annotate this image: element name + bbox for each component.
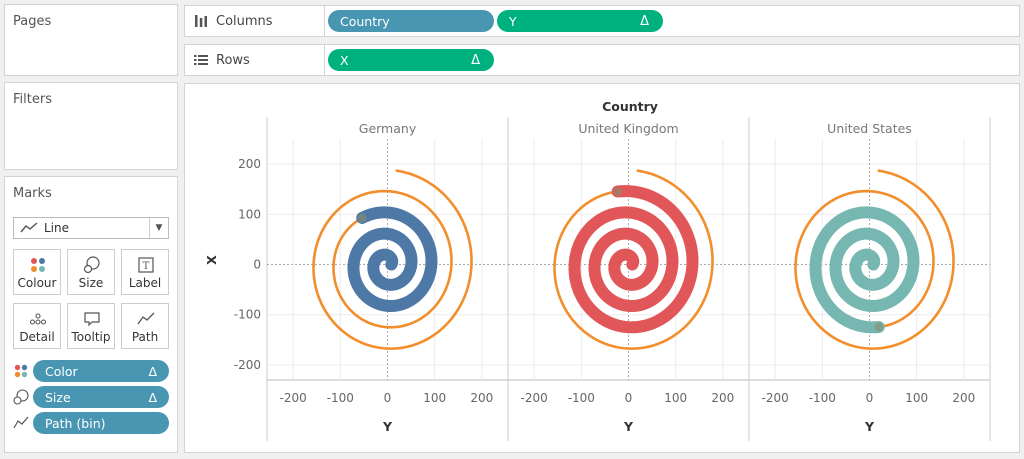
inner-spiral-line xyxy=(809,206,920,334)
tooltip-button[interactable]: Tooltip xyxy=(67,303,115,349)
size-icon xyxy=(83,256,100,274)
delta-icon: Δ xyxy=(148,363,157,379)
rows-icon xyxy=(194,55,208,65)
tooltip-icon xyxy=(84,312,100,327)
colour-button-label: Colour xyxy=(17,276,57,290)
panel-header: Germany xyxy=(359,121,417,136)
size-icon xyxy=(13,389,29,405)
panel-header: United States xyxy=(827,121,912,136)
size-pill[interactable]: Size Δ xyxy=(33,386,169,408)
x-tick-label: -100 xyxy=(809,391,836,405)
spiral-junction-point xyxy=(613,187,623,197)
x-tick-label: -100 xyxy=(568,391,595,405)
x-row-pill[interactable]: X Δ xyxy=(328,49,494,71)
x-tick-label: 0 xyxy=(384,391,392,405)
x-tick-label: 200 xyxy=(711,391,734,405)
panel-germany: Germany -200 -100 0 100 200 Y xyxy=(267,117,509,441)
rows-label-text: Rows xyxy=(216,52,250,68)
y-tick-label: -100 xyxy=(234,308,261,322)
label-icon: T xyxy=(138,257,154,273)
country-column-pill[interactable]: Country xyxy=(328,10,494,32)
y-tick-label: 100 xyxy=(238,207,261,221)
pages-title: Pages xyxy=(13,14,52,29)
panel-united-kingdom: United Kingdom -200 -100 0 100 200 Y xyxy=(508,117,750,441)
colour-icon xyxy=(14,364,28,378)
y-axis-title: X xyxy=(204,255,219,265)
x-axis-title: Y xyxy=(864,419,875,434)
colour-button[interactable]: Colour xyxy=(13,249,61,295)
x-tick-label: -200 xyxy=(521,391,548,405)
path-button-label: Path xyxy=(131,330,159,344)
svg-text:T: T xyxy=(143,261,150,272)
filters-title: Filters xyxy=(13,92,52,107)
columns-label-text: Columns xyxy=(216,13,273,29)
x-tick-label: 100 xyxy=(664,391,687,405)
rows-shelf[interactable]: Rows X Δ xyxy=(184,44,1020,76)
path-button[interactable]: Path xyxy=(121,303,169,349)
columns-shelf-label: Columns xyxy=(185,6,325,36)
tooltip-button-label: Tooltip xyxy=(71,330,111,344)
columns-shelf[interactable]: Columns Country Y Δ xyxy=(184,5,1020,37)
y-column-pill[interactable]: Y Δ xyxy=(497,10,663,32)
x-tick-label: 0 xyxy=(866,391,874,405)
x-tick-label: -200 xyxy=(762,391,789,405)
y-tick-label: -200 xyxy=(234,358,261,372)
x-tick-label: -200 xyxy=(280,391,307,405)
size-button[interactable]: Size xyxy=(67,249,115,295)
x-tick-label: 0 xyxy=(625,391,633,405)
color-pill[interactable]: Color Δ xyxy=(33,360,169,382)
x-axis-title: Y xyxy=(623,419,634,434)
delta-icon: Δ xyxy=(640,13,649,29)
panel-united-states: United States -200 -100 0 100 200 Y xyxy=(749,117,991,441)
chevron-down-icon[interactable]: ▼ xyxy=(149,218,168,238)
delta-icon: Δ xyxy=(471,52,480,68)
x-tick-label: 100 xyxy=(423,391,446,405)
viz-panel[interactable]: Country -200 -100 0 100 200 Germany -200 -100 0 1… xyxy=(184,83,1020,453)
inner-spiral-line xyxy=(347,206,438,313)
path-icon xyxy=(137,312,155,325)
mark-type-label: Line xyxy=(44,221,70,235)
path-bin-pill-label: Path (bin) xyxy=(45,415,106,431)
rows-shelf-label: Rows xyxy=(185,45,325,75)
columns-icon xyxy=(195,15,207,27)
path-icon xyxy=(13,416,29,429)
line-mark-icon xyxy=(20,222,38,233)
label-button-label: Label xyxy=(128,276,162,290)
path-bin-pill[interactable]: Path (bin) xyxy=(33,412,169,434)
x-pill-label: X xyxy=(340,52,349,68)
detail-button[interactable]: Detail xyxy=(13,303,61,349)
size-button-label: Size xyxy=(78,276,104,290)
filters-panel[interactable]: Filters xyxy=(4,82,178,170)
colour-icon xyxy=(31,258,45,272)
detail-button-label: Detail xyxy=(19,330,55,344)
label-button[interactable]: T Label xyxy=(121,249,169,295)
spiral-junction-point xyxy=(874,322,884,332)
x-tick-label: -100 xyxy=(327,391,354,405)
detail-icon xyxy=(29,313,47,325)
x-tick-label: 200 xyxy=(470,391,493,405)
x-tick-label: 100 xyxy=(905,391,928,405)
y-pill-label: Y xyxy=(509,13,517,29)
y-tick-label: 200 xyxy=(238,157,261,171)
chart-svg[interactable]: Country -200 -100 0 100 200 Germany -200 -100 0 1… xyxy=(185,84,1019,452)
chart-title: Country xyxy=(602,99,658,114)
pages-panel[interactable]: Pages xyxy=(4,4,178,76)
y-tick-label: 0 xyxy=(253,258,261,272)
marks-title: Marks xyxy=(13,186,52,201)
x-axis-title: Y xyxy=(382,419,393,434)
mark-type-dropdown[interactable]: Line ▼ xyxy=(13,217,169,239)
country-pill-label: Country xyxy=(340,13,390,29)
delta-icon: Δ xyxy=(148,389,157,405)
marks-panel: Marks Line ▼ Colour Size T Label xyxy=(4,176,178,453)
panel-header: United Kingdom xyxy=(578,121,678,136)
spiral-junction-point xyxy=(357,213,367,223)
size-pill-label: Size xyxy=(45,389,71,405)
x-tick-label: 200 xyxy=(952,391,975,405)
color-pill-label: Color xyxy=(45,363,78,379)
inner-spiral-line xyxy=(568,185,699,334)
